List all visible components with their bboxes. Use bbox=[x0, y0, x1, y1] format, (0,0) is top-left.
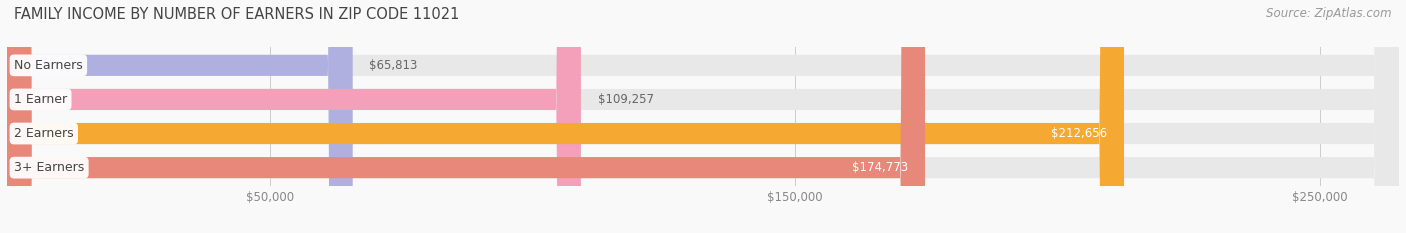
Text: 1 Earner: 1 Earner bbox=[14, 93, 67, 106]
Text: No Earners: No Earners bbox=[14, 59, 83, 72]
FancyBboxPatch shape bbox=[7, 0, 1399, 233]
FancyBboxPatch shape bbox=[7, 0, 1123, 233]
Text: $65,813: $65,813 bbox=[370, 59, 418, 72]
Text: $174,773: $174,773 bbox=[852, 161, 908, 174]
Text: $212,656: $212,656 bbox=[1052, 127, 1108, 140]
FancyBboxPatch shape bbox=[7, 0, 1399, 233]
FancyBboxPatch shape bbox=[7, 0, 353, 233]
Text: FAMILY INCOME BY NUMBER OF EARNERS IN ZIP CODE 11021: FAMILY INCOME BY NUMBER OF EARNERS IN ZI… bbox=[14, 7, 460, 22]
FancyBboxPatch shape bbox=[7, 0, 1399, 233]
FancyBboxPatch shape bbox=[7, 0, 581, 233]
Text: Source: ZipAtlas.com: Source: ZipAtlas.com bbox=[1267, 7, 1392, 20]
FancyBboxPatch shape bbox=[7, 0, 925, 233]
Text: 2 Earners: 2 Earners bbox=[14, 127, 73, 140]
Text: $109,257: $109,257 bbox=[598, 93, 654, 106]
FancyBboxPatch shape bbox=[7, 0, 1399, 233]
Text: 3+ Earners: 3+ Earners bbox=[14, 161, 84, 174]
